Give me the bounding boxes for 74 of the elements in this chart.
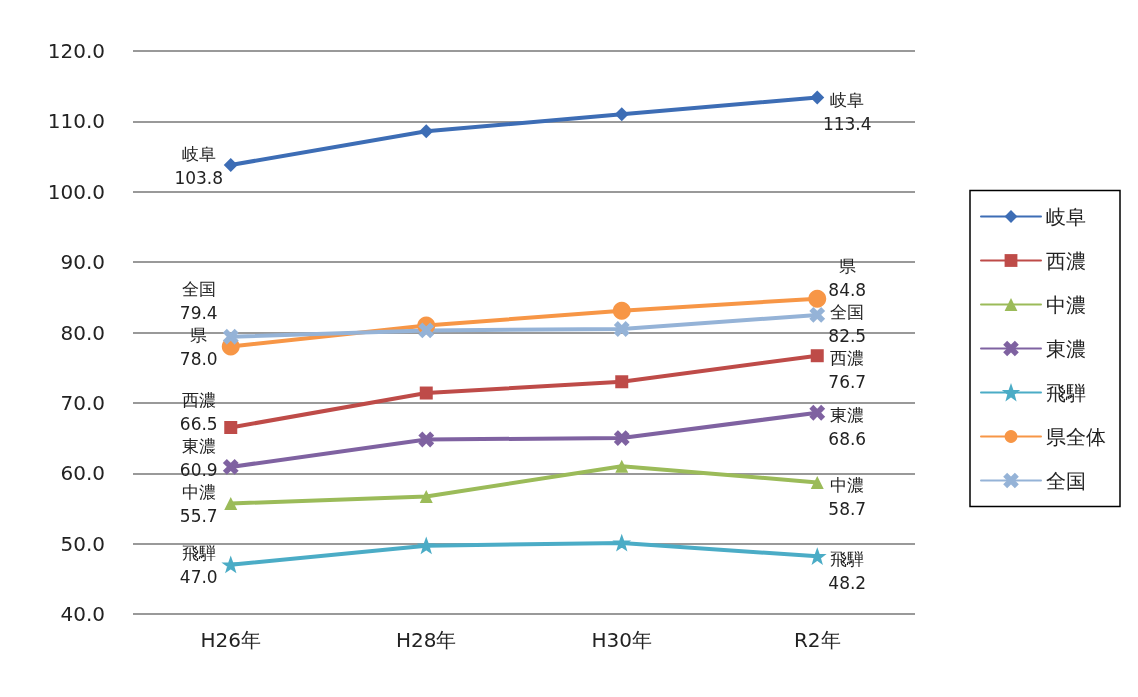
- data-label: 103.8: [174, 167, 224, 188]
- annotation: 飛騨: [830, 548, 865, 569]
- y-tick-label: 40.0: [60, 602, 105, 626]
- x-tick-label: R2年: [793, 628, 841, 652]
- point: [810, 475, 824, 489]
- point: [224, 497, 238, 511]
- annotation: 岐阜: [181, 143, 216, 164]
- annotation: 県: [190, 325, 208, 346]
- point: [221, 555, 239, 574]
- annotation: 岐阜: [830, 89, 865, 110]
- y-tick-label: 60.0: [60, 461, 105, 486]
- y-tick-label: 70.0: [60, 390, 105, 415]
- point: [809, 549, 825, 564]
- y-tick-label: 120.0: [47, 39, 105, 63]
- x-tick-label: H26年: [200, 628, 261, 652]
- point: [418, 431, 434, 447]
- point: [419, 386, 433, 400]
- y-tick-label: 100.0: [47, 179, 105, 204]
- annotation: 飛騨: [181, 543, 216, 564]
- point: [614, 321, 630, 337]
- annotation: 西濃: [830, 348, 865, 369]
- annotation: 中濃: [830, 474, 865, 495]
- data-label: 55.7: [179, 506, 218, 527]
- point: [614, 430, 630, 446]
- data-label: 84.8: [828, 280, 867, 301]
- point: [615, 459, 629, 473]
- annotation: 東濃: [830, 405, 865, 426]
- point: [419, 489, 433, 503]
- legend-label: 中濃: [1046, 292, 1086, 317]
- x-tick-label: H28年: [396, 628, 457, 652]
- point: [612, 301, 631, 320]
- point: [614, 535, 630, 551]
- data-label: 48.2: [828, 572, 867, 593]
- data-label: 58.7: [828, 498, 867, 519]
- point: [810, 349, 824, 363]
- annotation: 全国: [830, 302, 865, 323]
- data-label: 79.4: [179, 303, 218, 324]
- point: [417, 536, 436, 555]
- point: [418, 322, 434, 338]
- annotation: 県: [838, 256, 856, 277]
- point: [223, 158, 238, 173]
- point: [809, 405, 825, 421]
- legend-label: 県全体: [1046, 424, 1106, 449]
- point: [419, 124, 434, 139]
- y-tick-label: 110.0: [47, 109, 105, 134]
- data-label: 76.7: [828, 372, 867, 393]
- data-label: 78.0: [179, 349, 218, 370]
- point: [810, 90, 825, 105]
- data-label: 68.6: [828, 429, 867, 450]
- data-label: 113.4: [822, 113, 872, 134]
- annotation: 全国: [181, 279, 216, 300]
- data-label: 47.0: [179, 567, 218, 588]
- point: [614, 107, 629, 122]
- legend-label: 飛騨: [1046, 380, 1086, 405]
- legend-label: 全国: [1046, 468, 1086, 493]
- data-label: 82.5: [828, 326, 867, 347]
- y-tick-label: 90.0: [60, 250, 105, 275]
- x-tick-label: H30年: [591, 628, 652, 652]
- point: [223, 329, 239, 345]
- data-label: 66.5: [179, 414, 218, 435]
- point: [223, 459, 239, 475]
- point: [809, 307, 825, 323]
- legend-label: 東濃: [1046, 336, 1086, 361]
- annotation: 東濃: [181, 436, 216, 457]
- y-tick-label: 50.0: [60, 531, 105, 556]
- annotation: 西濃: [181, 390, 216, 411]
- data-label: 60.9: [179, 460, 218, 481]
- y-tick-label: 80.0: [60, 320, 105, 345]
- legend-label: 岐阜: [1046, 204, 1086, 229]
- legend-label: 西濃: [1046, 248, 1086, 273]
- point: [615, 375, 629, 389]
- annotation: 中濃: [181, 482, 216, 503]
- point: [808, 289, 827, 308]
- point: [224, 421, 238, 435]
